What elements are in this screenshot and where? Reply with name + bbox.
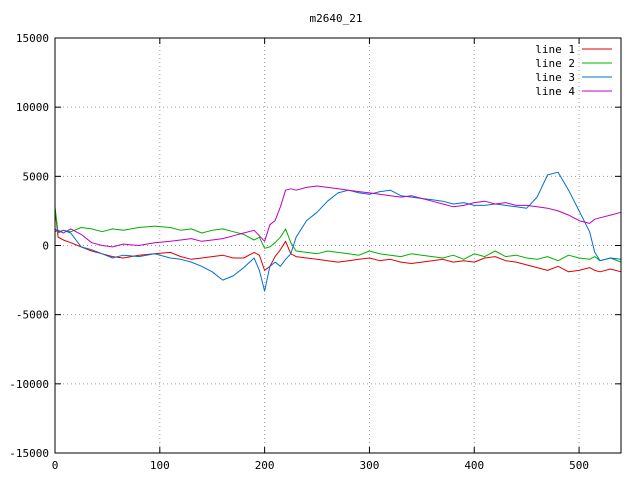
y-tick-label: 0: [42, 240, 49, 253]
y-tick-label: 15000: [16, 32, 49, 45]
series-line-2: [54, 206, 622, 263]
y-tick-label: -15000: [9, 447, 49, 460]
x-tick-label: 500: [569, 459, 589, 472]
axis-ticks: 0 100 200 300 400 500 -15000 -10000 -5000 0 5000 10…: [9, 32, 621, 472]
legend-label: line 3: [535, 71, 575, 84]
plot-frame: [54, 37, 622, 454]
chart-title: m2640_21: [310, 12, 363, 25]
series-line-3: [54, 171, 622, 292]
legend-label: line 1: [535, 43, 575, 56]
legend-label: line 2: [535, 57, 575, 70]
series-line-4: [54, 185, 622, 248]
y-tick-label: -5000: [16, 309, 49, 322]
x-tick-label: 0: [52, 459, 59, 472]
x-tick-label: 300: [360, 459, 380, 472]
x-tick-label: 100: [150, 459, 170, 472]
y-tick-label: 10000: [16, 101, 49, 114]
x-tick-label: 400: [464, 459, 484, 472]
legend-label: line 4: [535, 85, 575, 98]
y-tick-label: -10000: [9, 378, 49, 391]
y-tick-label: 5000: [23, 170, 50, 183]
series-line-1: [54, 209, 622, 273]
series-group: [54, 171, 622, 292]
x-tick-label: 200: [255, 459, 275, 472]
